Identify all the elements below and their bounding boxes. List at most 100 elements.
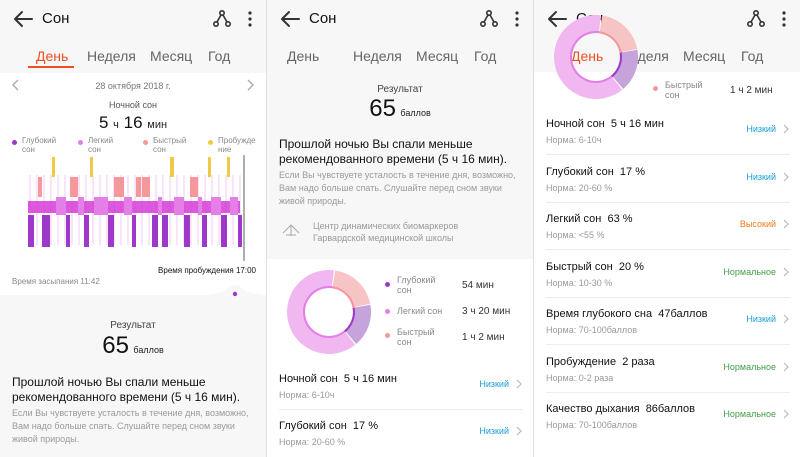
- panel-divider: [266, 0, 267, 457]
- metric-norm: Норма: 6-10ч: [279, 390, 335, 400]
- chevron-right-icon: [783, 267, 789, 276]
- panel-divider: [533, 0, 534, 457]
- stage-bar-light: [94, 197, 108, 215]
- night-sleep-duration: 5 ч 16 мин: [0, 113, 266, 133]
- source-text: Центр динамических биомаркеров Гарвардск…: [313, 221, 459, 243]
- stage-bar-awake: [90, 157, 93, 177]
- donut-legend-deep: Глубокий сон: [397, 275, 436, 295]
- chevron-right-icon: [783, 219, 789, 229]
- metric-title: Ночной сон 5 ч 16 мин: [546, 118, 664, 130]
- page-title: Сон: [309, 10, 337, 27]
- legend-deep: Глубокий сон: [22, 136, 57, 154]
- share-icon[interactable]: [746, 9, 766, 29]
- donut-segment-rem-edge: [303, 286, 355, 338]
- metric-row-breathing-quality[interactable]: Качество дыхания 86баллов Норма: 70-100ба…: [546, 393, 790, 440]
- metric-status: Высокий: [739, 219, 776, 229]
- tab-month[interactable]: Месяц: [683, 48, 726, 64]
- tab-year[interactable]: Год: [208, 48, 231, 64]
- stage-donut-chart-partial: [554, 15, 638, 99]
- donut-segment-light: [554, 15, 638, 99]
- metric-row-rem-sleep[interactable]: Быстрый сон 20 % Норма: 10-30 % Нормальное: [546, 251, 790, 298]
- tab-month[interactable]: Месяц: [150, 48, 193, 64]
- stage-donut-chart: [287, 270, 371, 354]
- stage-bar-awake: [52, 157, 55, 177]
- donut-segment-rem-edge: [570, 31, 622, 83]
- donut-segment-light: [287, 270, 371, 354]
- tab-day[interactable]: День: [36, 48, 69, 64]
- chevron-right-icon: [783, 124, 789, 134]
- minutes-unit: мин: [147, 119, 168, 131]
- back-arrow-icon[interactable]: [546, 9, 568, 29]
- metric-title: Глубокий сон 17 %: [546, 165, 645, 178]
- app-bar: Сон: [0, 0, 266, 38]
- metric-title: Время глубокого сна 47баллов: [546, 308, 708, 320]
- panel-day-graph: Сон День Неделя Месяц Год 28 октября 201…: [0, 0, 266, 457]
- night-sleep-label: Ночной сон: [108, 100, 158, 110]
- stage-bar-deep: [184, 215, 190, 247]
- metric-norm: Норма: 20-60 %: [546, 182, 613, 193]
- more-options-icon[interactable]: [778, 10, 790, 28]
- metric-row-deep-sleep-time[interactable]: Время глубокого сна 47баллов Норма: 70-10…: [546, 298, 790, 345]
- prev-day-icon[interactable]: [12, 79, 20, 91]
- app-bar: Сон: [267, 0, 533, 38]
- light-sleep-legend-dot: [385, 309, 390, 314]
- metric-title: Пробуждение 2 раза: [546, 355, 655, 368]
- deep-sleep-legend-dot: [12, 140, 17, 145]
- wake-up-time: Время пробуждения 17:00: [158, 266, 256, 275]
- rem-sleep-legend-dot: [143, 140, 148, 145]
- back-arrow-icon[interactable]: [279, 9, 301, 29]
- stage-bar-awake: [208, 157, 211, 177]
- advice-text: Если Вы чувствуете усталость в течение д…: [279, 170, 516, 206]
- tab-day[interactable]: День: [571, 48, 604, 64]
- tab-day[interactable]: День: [287, 48, 320, 64]
- tab-week[interactable]: Неделя: [353, 48, 402, 64]
- tab-year[interactable]: Год: [741, 48, 764, 64]
- score-unit: баллов: [133, 345, 164, 355]
- metric-row-night-sleep[interactable]: Ночной сон 5 ч 16 мин Норма: 6-10ч Низки…: [279, 363, 523, 410]
- stage-bar-awake: [227, 157, 230, 177]
- date-label: 28 октября 2018 г.: [95, 81, 171, 91]
- score: 65 баллов: [267, 95, 533, 123]
- next-day-icon[interactable]: [246, 79, 254, 91]
- advice-title: Прошлой ночью Вы спали меньше рекомендов…: [12, 375, 241, 404]
- metric-row-night-sleep[interactable]: Ночной сон 5 ч 16 мин Норма: 6-10ч Низкий: [546, 108, 790, 155]
- score-value: 65: [369, 95, 396, 122]
- tab-year[interactable]: Год: [474, 48, 497, 64]
- metric-row-awakenings[interactable]: Пробуждение 2 раза Норма: 0-2 раза Нормаль…: [546, 346, 790, 393]
- advice-text: Если Вы чувствуете усталость в течение д…: [12, 408, 249, 444]
- sleep-graph-card: 28 октября 2018 г. Ночной сон 5 ч 16 мин…: [0, 73, 266, 295]
- share-icon[interactable]: [212, 9, 232, 29]
- score-unit: баллов: [400, 108, 431, 118]
- tab-month[interactable]: Месяц: [416, 48, 459, 64]
- metric-row-deep-sleep[interactable]: Глубокий сон 17 % Норма: 20-60 % Низкий: [546, 156, 790, 203]
- more-options-icon[interactable]: [244, 10, 256, 28]
- metric-status: Нормальное: [723, 409, 776, 419]
- metric-title: Легкий сон 63 %: [546, 213, 633, 225]
- donut-legend-rem: Быстрый сон: [397, 327, 435, 347]
- stage-bar-light: [78, 197, 84, 215]
- stage-bar-deep: [108, 215, 114, 247]
- collapse-handle[interactable]: [210, 282, 260, 306]
- tab-week[interactable]: Неделя: [87, 48, 136, 64]
- back-arrow-icon[interactable]: [12, 9, 34, 29]
- more-options-icon[interactable]: [511, 10, 523, 28]
- stage-bar-light: [230, 197, 238, 215]
- light-sleep-legend-dot: [78, 140, 83, 145]
- harvard-logo-icon: [282, 224, 300, 236]
- stage-bar-light: [198, 197, 202, 215]
- stage-bar-deep: [132, 215, 136, 247]
- metric-norm: Норма: 10-30 %: [546, 277, 613, 288]
- stage-bar-light: [56, 197, 66, 215]
- chevron-right-icon: [783, 362, 789, 371]
- period-tabs: День Неделя Месяц Год: [0, 44, 266, 72]
- panel-day-result: Сон День Неделя Месяц Год Результат 65 б…: [267, 0, 533, 457]
- metric-row-light-sleep[interactable]: Легкий сон 63 % Норма: <55 % Высокий: [546, 203, 790, 250]
- share-icon[interactable]: [479, 9, 499, 29]
- stage-bar-awake: [170, 157, 174, 177]
- metric-row-deep-sleep[interactable]: Глубокий сон 17 % Норма: 20-60 % Низкий: [279, 410, 523, 457]
- metric-title: Глубокий сон 17 %: [279, 420, 378, 432]
- chevron-right-icon: [516, 379, 522, 389]
- legend-awake: Пробужде ние: [218, 136, 256, 154]
- donut-value-rem: 1 ч 2 мин: [462, 332, 505, 343]
- metric-title: Быстрый сон 20 %: [546, 260, 644, 273]
